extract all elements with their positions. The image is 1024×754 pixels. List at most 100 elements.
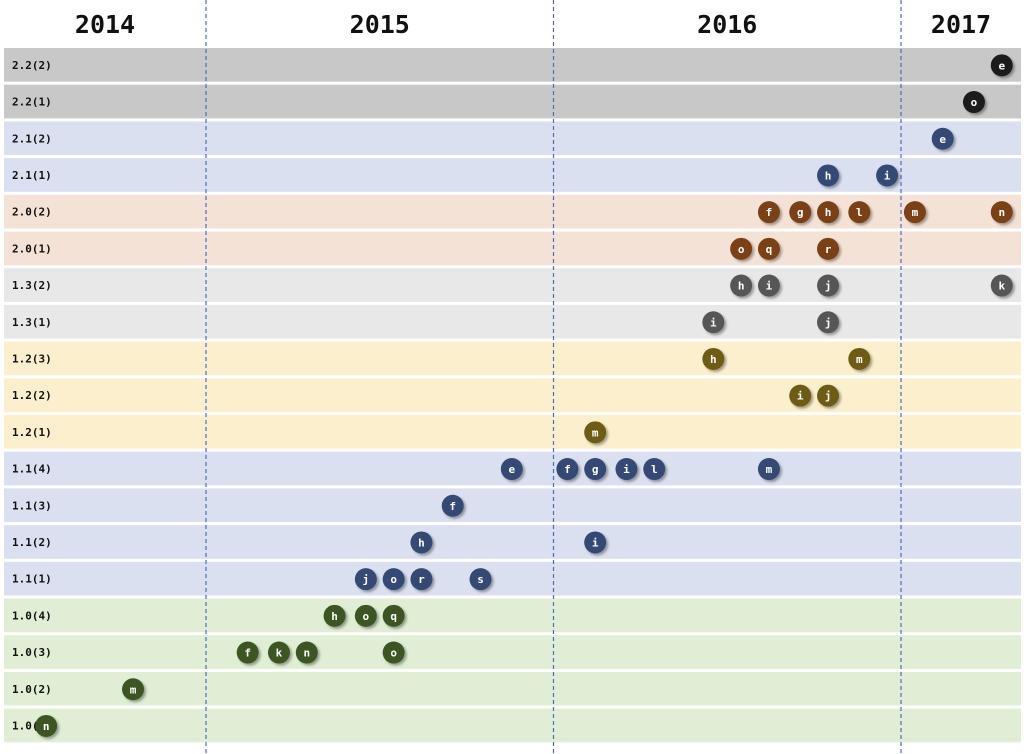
- release-letter: m: [130, 683, 137, 696]
- release-dot: [382, 568, 405, 591]
- release-letter: h: [825, 169, 832, 182]
- release-point: k: [990, 274, 1013, 297]
- release-point: l: [643, 458, 666, 481]
- release-point: m: [584, 421, 607, 444]
- release-dot: [817, 201, 840, 224]
- row-band: [4, 304, 1021, 339]
- release-letter: e: [998, 59, 1005, 72]
- release-letter: l: [856, 206, 863, 219]
- year-label-2015: 2015: [350, 10, 410, 39]
- release-dot: [267, 641, 290, 664]
- release-letter: i: [710, 316, 717, 329]
- release-letter: h: [825, 206, 832, 219]
- release-letter: f: [244, 647, 251, 660]
- release-dot: [848, 201, 871, 224]
- release-point: n: [990, 201, 1013, 224]
- release-dot: [584, 458, 607, 481]
- release-point: i: [702, 311, 725, 334]
- row-label: 1.2(2): [12, 389, 52, 402]
- release-dot: [556, 458, 579, 481]
- release-point: m: [903, 201, 926, 224]
- release-letter: h: [418, 536, 425, 549]
- release-dot: [990, 201, 1013, 224]
- release-letter: m: [592, 426, 599, 439]
- release-point: o: [354, 604, 377, 627]
- release-dot: [441, 494, 464, 517]
- release-letter: h: [710, 353, 717, 366]
- release-letter: j: [363, 573, 370, 586]
- row-label: 1.2(3): [12, 352, 52, 365]
- release-dot: [848, 347, 871, 370]
- release-letter: i: [623, 463, 630, 476]
- release-point: f: [236, 641, 259, 664]
- release-dot: [990, 54, 1013, 77]
- release-dot: [730, 274, 753, 297]
- release-point: r: [817, 237, 840, 260]
- release-dot: [643, 458, 666, 481]
- release-point: r: [410, 568, 433, 591]
- release-letter: k: [276, 647, 283, 660]
- row-label: 1.0(2): [12, 683, 52, 696]
- row-label: 2.0(1): [12, 242, 52, 255]
- release-letter: n: [303, 647, 310, 660]
- release-dot: [323, 604, 346, 627]
- release-point: q: [757, 237, 780, 260]
- row-band: [4, 231, 1021, 266]
- row-band: [4, 708, 1021, 743]
- release-letter: i: [592, 536, 599, 549]
- release-point: i: [615, 458, 638, 481]
- row-band: [4, 635, 1021, 669]
- release-point: m: [122, 678, 145, 701]
- release-point: o: [382, 641, 405, 664]
- release-point: i: [757, 274, 780, 297]
- year-label-2016: 2016: [697, 10, 757, 39]
- release-letter: g: [797, 206, 804, 219]
- release-dot: [410, 531, 433, 554]
- row-band: [4, 525, 1021, 559]
- release-dot: [382, 641, 405, 664]
- row-label: 1.0(4): [12, 609, 52, 622]
- row-label: 1.3(1): [12, 316, 52, 329]
- release-point: f: [441, 494, 464, 517]
- year-header: 2014 2015 2016 2017: [75, 10, 991, 39]
- row-label: 2.2(1): [12, 96, 52, 109]
- release-dot: [757, 201, 780, 224]
- release-dot: [702, 347, 725, 370]
- release-point: l: [848, 201, 871, 224]
- release-letter: f: [449, 500, 456, 513]
- release-letter: s: [477, 573, 484, 586]
- row-band: [4, 415, 1021, 449]
- row-label: 2.1(1): [12, 169, 52, 182]
- release-point: k: [267, 641, 290, 664]
- release-dot: [702, 311, 725, 334]
- release-point: m: [848, 347, 871, 370]
- release-point: e: [931, 127, 954, 150]
- release-point: f: [757, 201, 780, 224]
- release-dot: [757, 274, 780, 297]
- release-letter: m: [766, 463, 773, 476]
- release-letter: h: [738, 280, 745, 293]
- row-band: [4, 598, 1021, 633]
- release-point: h: [410, 531, 433, 554]
- release-letter: n: [43, 720, 50, 733]
- release-point: g: [584, 458, 607, 481]
- release-dot: [35, 714, 58, 737]
- release-point: h: [817, 164, 840, 187]
- release-point: j: [817, 311, 840, 334]
- row-band: [4, 158, 1021, 192]
- row-band: [4, 268, 1021, 302]
- release-point: m: [757, 458, 780, 481]
- release-letter: o: [390, 647, 397, 660]
- release-point: h: [702, 347, 725, 370]
- release-dot: [757, 458, 780, 481]
- release-point: h: [730, 274, 753, 297]
- row-label: 1.3(2): [12, 279, 52, 292]
- release-letter: o: [971, 96, 978, 109]
- release-point: i: [876, 164, 899, 187]
- release-letter: k: [998, 280, 1005, 293]
- release-dot: [236, 641, 259, 664]
- release-dot: [584, 421, 607, 444]
- row-bands: 2.2(2) 2.2(1) 2.1(2) 2.1(1) 2.0(2) 2.0(1) 1.3(…: [4, 48, 1021, 743]
- release-dot: [990, 274, 1013, 297]
- release-dot: [615, 458, 638, 481]
